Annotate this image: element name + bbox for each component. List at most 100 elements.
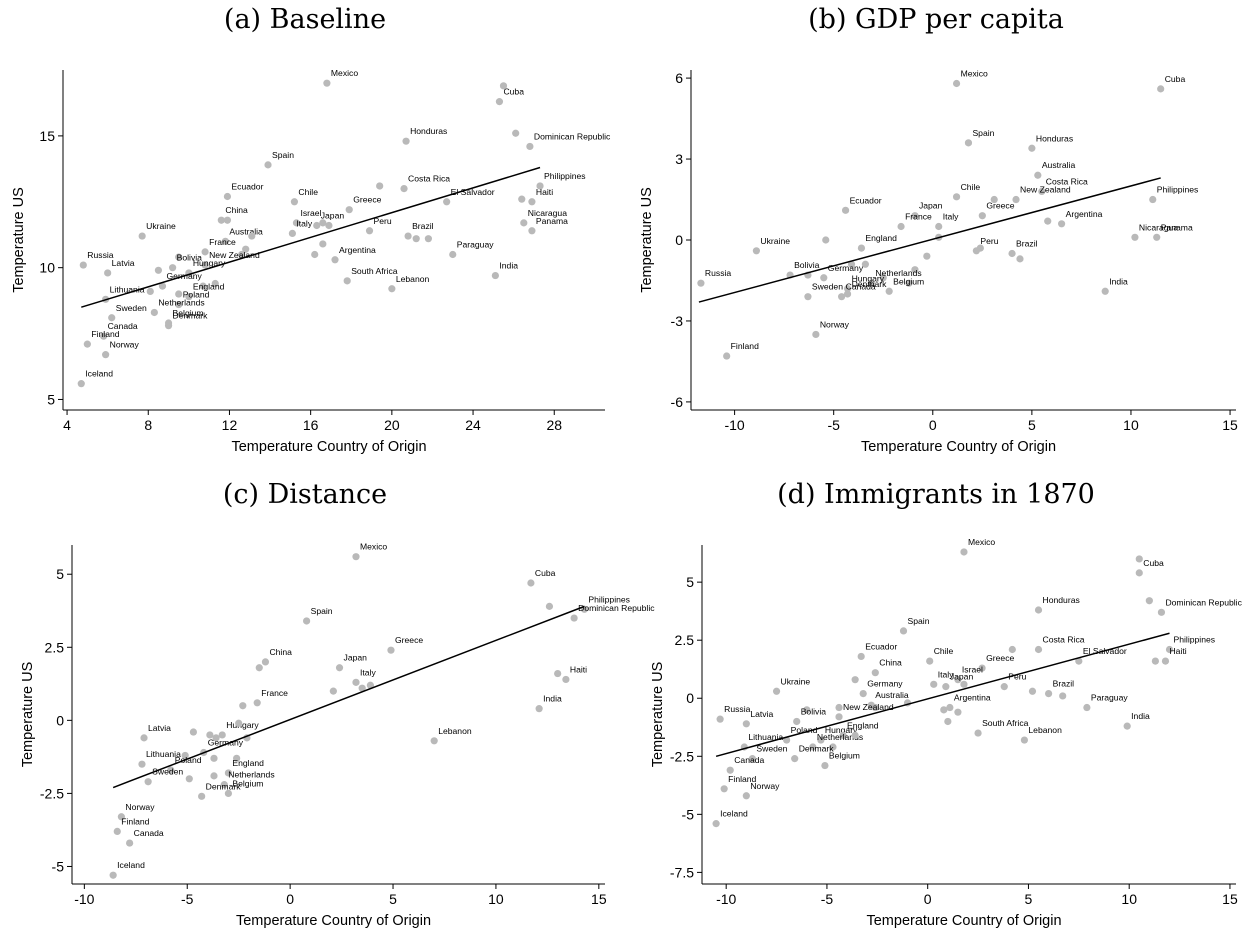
point-label: Greece [986, 201, 1014, 211]
data-point [772, 687, 781, 695]
x-tick-label: 5 [389, 891, 397, 907]
data-point [288, 229, 296, 238]
data-point [400, 185, 408, 193]
data-point [978, 664, 986, 672]
data-point [545, 602, 554, 610]
point-label: Sweden [152, 767, 183, 777]
data-point [212, 734, 220, 742]
point-label: England [847, 720, 879, 730]
data-point [491, 271, 499, 280]
data-point [952, 79, 961, 88]
data-point [952, 193, 961, 201]
data-point [843, 290, 852, 298]
point-label: Brazil [412, 221, 434, 231]
data-point [242, 245, 250, 253]
point-label: New Zealand [843, 702, 894, 712]
point-label: Finland [728, 774, 756, 784]
data-point [1151, 657, 1159, 665]
y-tick-label: 6 [675, 70, 683, 86]
data-point [83, 340, 91, 348]
data-point [847, 260, 856, 268]
point-label: Hungary [852, 274, 885, 284]
data-point [1153, 233, 1161, 241]
x-axis-label: Temperature Country of Origin [236, 913, 431, 929]
data-point [376, 182, 384, 190]
data-point [930, 680, 938, 688]
data-point [926, 657, 934, 665]
data-point [742, 720, 750, 728]
x-tick-label: -10 [724, 417, 744, 433]
y-tick-label: 2.5 [45, 639, 65, 655]
x-tick-label: 5 [1025, 891, 1033, 907]
point-label: England [232, 758, 264, 768]
data-point [154, 266, 163, 274]
x-tick-label: 12 [222, 417, 238, 433]
data-point [871, 669, 879, 677]
data-point [954, 708, 962, 716]
data-point [169, 264, 177, 272]
point-label: Cuba [1165, 74, 1186, 84]
data-point [140, 734, 148, 742]
y-tick-label: -6 [671, 394, 684, 410]
point-label: Australia [1042, 160, 1076, 170]
point-label: Ecuador [231, 182, 263, 192]
data-point [518, 195, 526, 203]
data-point [841, 206, 850, 214]
data-point [138, 232, 146, 240]
panel-title: (b) GDP per capita [808, 4, 1064, 35]
data-point [1000, 683, 1008, 691]
point-label: Israel [962, 665, 983, 675]
x-tick-label: 15 [591, 891, 607, 907]
point-label: Panama [1161, 222, 1193, 232]
point-label: Poland [791, 725, 818, 735]
point-label: Haiti [1169, 646, 1186, 656]
data-point [319, 219, 327, 227]
point-label: Chile [298, 187, 318, 197]
point-label: Bolivia [801, 706, 827, 716]
point-label: Denmark [852, 279, 888, 289]
point-label: China [225, 205, 248, 215]
data-point [206, 731, 214, 739]
point-label: Italy [943, 212, 959, 222]
data-point [1123, 722, 1131, 730]
data-point [77, 380, 85, 388]
data-point [1020, 736, 1029, 744]
point-label: Belgium [829, 751, 860, 761]
data-point [201, 248, 209, 256]
data-point [843, 284, 852, 293]
data-point [358, 684, 366, 692]
data-point [412, 235, 420, 243]
y-axis-label: Temperature US [20, 662, 36, 768]
data-point [108, 314, 116, 322]
point-label: Brazil [1053, 679, 1075, 689]
y-axis-label: Temperature US [11, 187, 27, 293]
panel-2: (b) GDP per capita -10 -5 0 5 10 15 -6 -3 0 3 6 Temp… [639, 4, 1238, 455]
x-tick-label: 15 [1222, 891, 1238, 907]
data-point [150, 308, 158, 317]
point-label: Greece [395, 635, 423, 645]
y-tick-label: -5 [682, 806, 695, 822]
panel-title: (d) Immigrants in 1870 [777, 479, 1095, 510]
data-point [793, 717, 801, 726]
data-point [857, 652, 865, 661]
point-label: Dominican Republic [534, 131, 611, 141]
data-point [233, 754, 241, 762]
data-point [1034, 606, 1043, 614]
data-point [443, 198, 451, 206]
data-point [871, 703, 879, 712]
data-point [867, 279, 875, 287]
data-point [1161, 657, 1170, 665]
point-label: Philippines [1174, 634, 1216, 644]
data-point [224, 769, 233, 777]
data-point [167, 766, 175, 774]
point-label: Italy [360, 667, 376, 677]
data-point [158, 282, 167, 290]
point-label: Honduras [410, 126, 447, 136]
data-point [879, 274, 887, 282]
point-label: Ecuador [850, 195, 882, 205]
point-label: Finland [731, 341, 759, 351]
x-tick-label: 20 [384, 417, 400, 433]
data-point [175, 253, 183, 261]
data-point [223, 192, 232, 201]
data-point [554, 669, 562, 678]
